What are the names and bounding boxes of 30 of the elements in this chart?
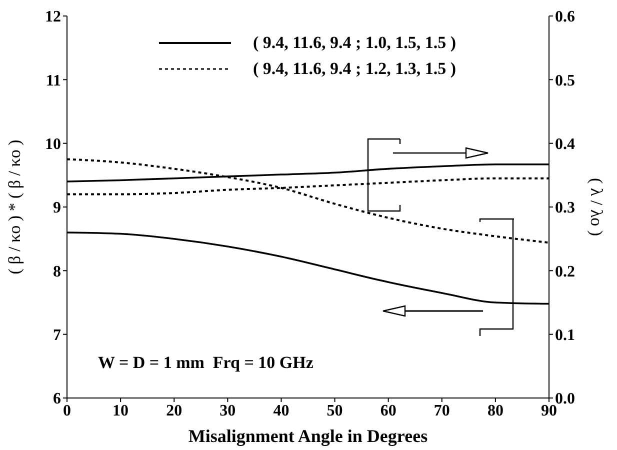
y2-axis-title: ( λ / λo ) — [586, 178, 606, 236]
x-tick-label: 0 — [63, 402, 71, 420]
y2-tick-label: 0.5 — [555, 72, 575, 90]
y-tick-label: 6 — [53, 390, 61, 408]
x-tick-label: 40 — [273, 402, 290, 420]
y-tick-label: 9 — [53, 200, 61, 217]
x-tick-label: 50 — [326, 402, 343, 420]
x-tick-label: 30 — [220, 402, 236, 420]
y-tick-label: 10 — [45, 136, 61, 154]
y-tick-label: 12 — [45, 8, 61, 26]
x-axis-title: Misalignment Angle in Degrees — [188, 426, 428, 446]
y2-tick-label: 0.3 — [555, 200, 575, 217]
y2-tick-label: 0.4 — [555, 136, 575, 154]
x-tick-label: 60 — [380, 402, 396, 420]
legend-label: ( 9.4, 11.6, 9.4 ; 1.2, 1.3, 1.5 ) — [253, 59, 456, 79]
y-tick-label: 7 — [53, 327, 61, 344]
annotation: W = D = 1 mm Frq = 10 GHz — [98, 353, 314, 373]
y-tick-label: 8 — [53, 263, 61, 280]
x-tick-label: 20 — [166, 402, 182, 420]
x-tick-label: 10 — [112, 402, 129, 420]
y-tick-label: 11 — [46, 72, 61, 90]
y2-tick-label: 0.2 — [555, 263, 575, 280]
x-tick-label: 70 — [434, 402, 450, 420]
x-tick-label: 80 — [487, 402, 504, 420]
y2-tick-label: 0.0 — [555, 390, 575, 408]
legend-label: ( 9.4, 11.6, 9.4 ; 1.0, 1.5, 1.5 ) — [253, 33, 456, 53]
y-axis-title: ( β / κo ) * ( β / κo ) — [5, 140, 24, 274]
x-tick-label: 90 — [541, 402, 557, 420]
y2-tick-label: 0.1 — [555, 327, 575, 344]
y2-tick-label: 0.6 — [555, 8, 575, 26]
